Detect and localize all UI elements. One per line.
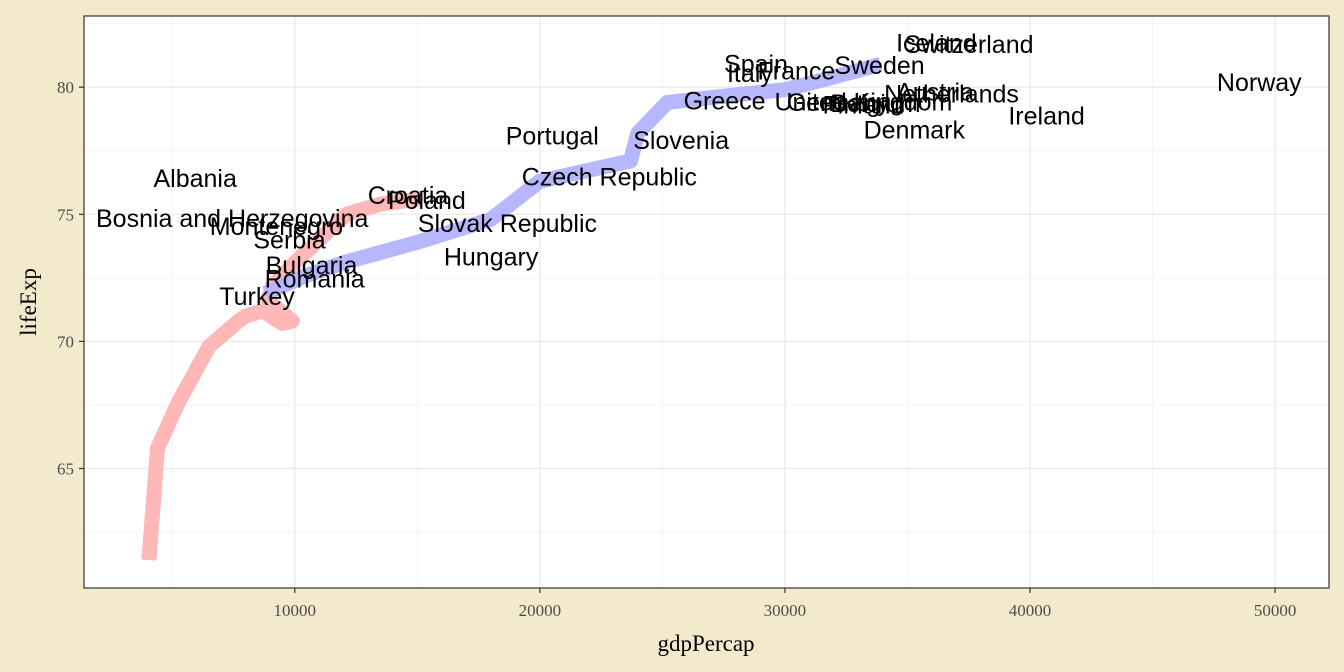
- country-label: Romania: [265, 265, 365, 293]
- x-tick-label: 10000: [274, 601, 317, 620]
- country-label: Ireland: [1008, 102, 1084, 130]
- country-label: Hungary: [444, 244, 539, 272]
- country-label: Austria: [896, 79, 974, 107]
- country-label: Spain: [724, 50, 788, 78]
- x-axis-ticks: 10000 20000 30000 40000 50000: [274, 588, 1297, 620]
- x-axis-title: gdpPercap: [657, 631, 754, 656]
- country-label: Portugal: [506, 123, 599, 151]
- grid-major: [84, 16, 1329, 588]
- y-tick-label: 80: [57, 78, 74, 97]
- y-axis-ticks: 65 70 75 80: [57, 78, 84, 479]
- country-label: Norway: [1217, 69, 1302, 97]
- country-label: Serbia: [253, 227, 325, 255]
- country-label: Iceland: [896, 29, 977, 57]
- x-tick-label: 30000: [764, 601, 807, 620]
- country-label: Albania: [153, 165, 236, 193]
- series-line-1: [141, 191, 421, 561]
- country-label: United Kingdom: [774, 89, 952, 117]
- y-tick-label: 75: [57, 205, 74, 224]
- country-label: Belgium: [830, 90, 920, 118]
- series-line-2: [262, 57, 883, 300]
- country-label: Montenegro: [210, 213, 343, 241]
- x-tick-label: 20000: [519, 601, 562, 620]
- country-label: Turkey: [219, 283, 295, 311]
- country-label: Bulgaria: [266, 252, 358, 280]
- country-label: Sweden: [834, 52, 924, 80]
- plot-panel: [84, 16, 1329, 588]
- country-label: Germany: [787, 89, 890, 117]
- country-label: Netherlands: [884, 80, 1019, 108]
- plot-border: [83, 15, 1330, 589]
- country-label: Slovak Republic: [418, 210, 597, 238]
- country-label: Finland: [823, 92, 905, 120]
- y-tick-label: 65: [57, 460, 74, 479]
- y-tick-label: 70: [57, 332, 74, 351]
- country-label: Bosnia and Herzegovina: [96, 205, 368, 233]
- country-label: France: [757, 57, 835, 85]
- country-label: Switzerland: [904, 31, 1033, 59]
- country-label: Croatia: [368, 182, 449, 210]
- country-label: Greece: [684, 87, 766, 115]
- country-label: Denmark: [864, 117, 966, 145]
- x-tick-label: 50000: [1254, 601, 1297, 620]
- x-tick-label: 40000: [1009, 601, 1052, 620]
- series-layer: [141, 57, 883, 561]
- country-label: Poland: [388, 187, 466, 215]
- country-label: Slovenia: [633, 127, 729, 155]
- country-label: Italy: [727, 60, 773, 88]
- country-label: Czech Republic: [522, 163, 697, 191]
- y-axis-title: lifeExp: [16, 268, 41, 336]
